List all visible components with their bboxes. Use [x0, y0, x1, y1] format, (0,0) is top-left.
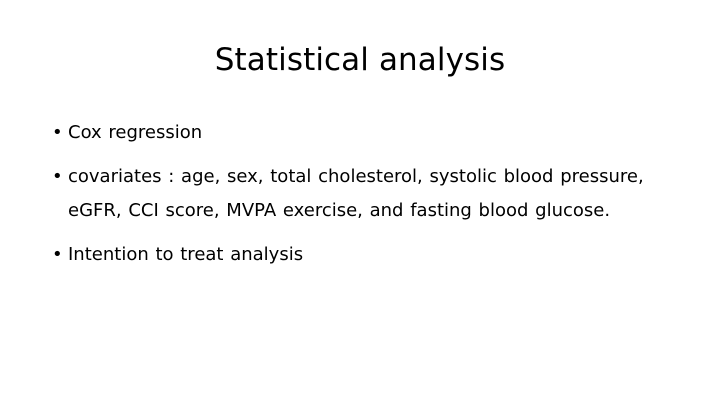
bullet-list: • Cox regression • covariates : age, sex… [52, 116, 692, 282]
bullet-item-cox-regression: • Cox regression [52, 116, 692, 150]
slide-title: Statistical analysis [214, 42, 506, 78]
bullet-text: Intention to treat analysis [68, 244, 304, 265]
bullet-text: covariates : age, sex, total cholesterol… [68, 166, 644, 221]
bullet-dot-icon: • [52, 122, 63, 143]
bullet-dot-icon: • [52, 244, 63, 265]
bullet-text: Cox regression [68, 122, 203, 143]
bullet-dot-icon: • [52, 166, 63, 187]
bullet-item-covariates: • covariates : age, sex, total cholester… [52, 160, 692, 228]
bullet-item-intention-to-treat: • Intention to treat analysis [52, 238, 692, 272]
